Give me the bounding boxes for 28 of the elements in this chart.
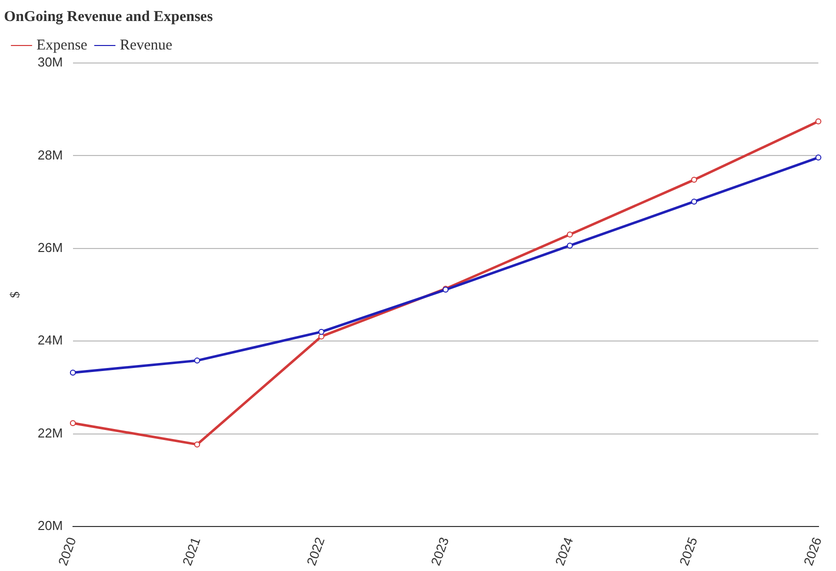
- point: [691, 198, 698, 205]
- x-tick-label: 2025: [676, 535, 700, 568]
- x-tick-label: 2021: [179, 535, 204, 568]
- chart-title: OnGoing Revenue and Expenses: [4, 8, 213, 25]
- point: [691, 176, 698, 183]
- y-tick-label: 24M: [38, 332, 63, 348]
- point: [194, 358, 200, 364]
- x-tick-label: 2023: [428, 535, 452, 568]
- y-tick-label: 26M: [38, 240, 63, 255]
- x-tick-label: 2026: [800, 535, 825, 568]
- point: [70, 370, 76, 376]
- point: [318, 328, 324, 335]
- point: [194, 441, 200, 448]
- point: [815, 154, 822, 161]
- point: [566, 242, 573, 249]
- x-tick-label: 2022: [304, 535, 328, 568]
- y-tick-label: 28M: [38, 147, 63, 162]
- legend-label: Expense: [36, 37, 88, 54]
- x-tick-label: 2024: [552, 535, 576, 568]
- y-axis-title: $: [7, 290, 22, 298]
- point: [566, 231, 573, 238]
- point: [815, 118, 822, 124]
- y-tick-label: 22M: [38, 425, 63, 440]
- y-tick-label: 30M: [38, 54, 63, 70]
- y-tick-label: 20M: [38, 518, 63, 534]
- legend-label: Revenue: [120, 37, 173, 54]
- x-tick-label: 2020: [55, 535, 80, 568]
- point: [70, 420, 76, 426]
